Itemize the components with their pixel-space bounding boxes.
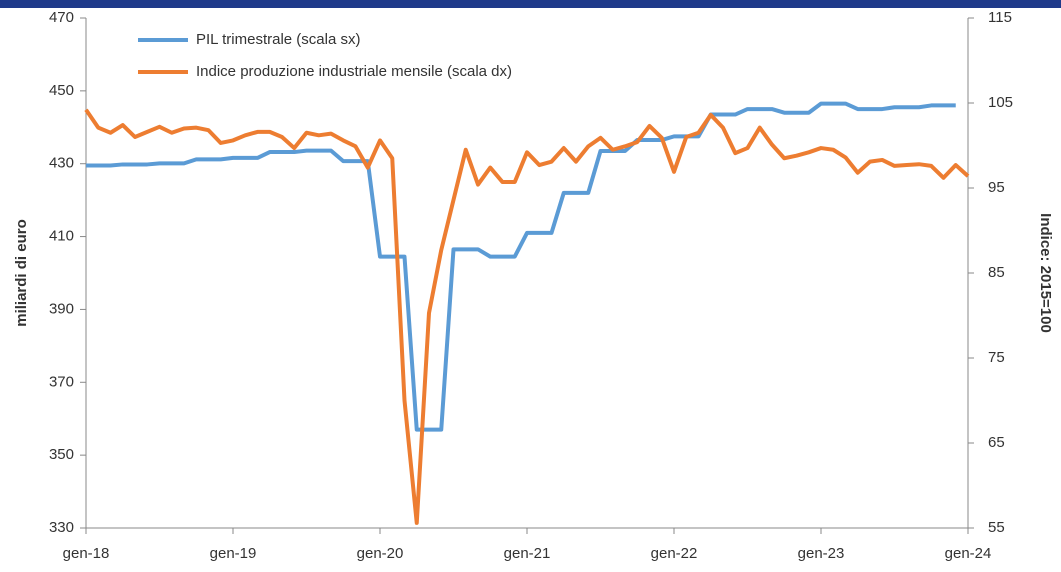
x-tick-label: gen-22 [651,545,698,562]
top-band [0,0,1061,8]
y2-tick-label: 65 [988,434,1005,451]
y-tick-label: 390 [49,300,74,317]
x-tick-label: gen-21 [504,545,551,562]
x-tick-label: gen-19 [210,545,257,562]
line [86,101,956,432]
y-tick-label: 410 [49,228,74,245]
legend-label: PIL trimestrale (scala sx) [196,31,360,48]
y2-tick-label: 115 [988,9,1012,26]
y-tick-label: 450 [49,82,74,99]
x-tick-label: gen-18 [63,545,110,562]
y-tick-label: 370 [49,373,74,390]
x-tick-label: gen-23 [798,545,845,562]
y2-tick-label: 75 [988,349,1005,366]
y-tick-label: 350 [49,446,74,463]
y-tick-label: 430 [49,155,74,172]
line [84,108,970,525]
y2-tick-label: 95 [988,179,1005,196]
legend-label: Indice produzione industriale mensile (s… [196,63,512,80]
y2-tick-label: 55 [988,519,1005,536]
x-tick-label: gen-24 [945,545,992,562]
y2-tick-label: 85 [988,264,1005,281]
y2-axis-label: Indice: 2015=100 [1037,213,1054,333]
y-axis-label: miliardi di euro [13,219,30,327]
x-tick-label: gen-20 [357,545,404,562]
y-tick-label: 470 [49,9,74,26]
y-tick-label: 330 [49,519,74,536]
y2-tick-label: 105 [988,94,1013,111]
